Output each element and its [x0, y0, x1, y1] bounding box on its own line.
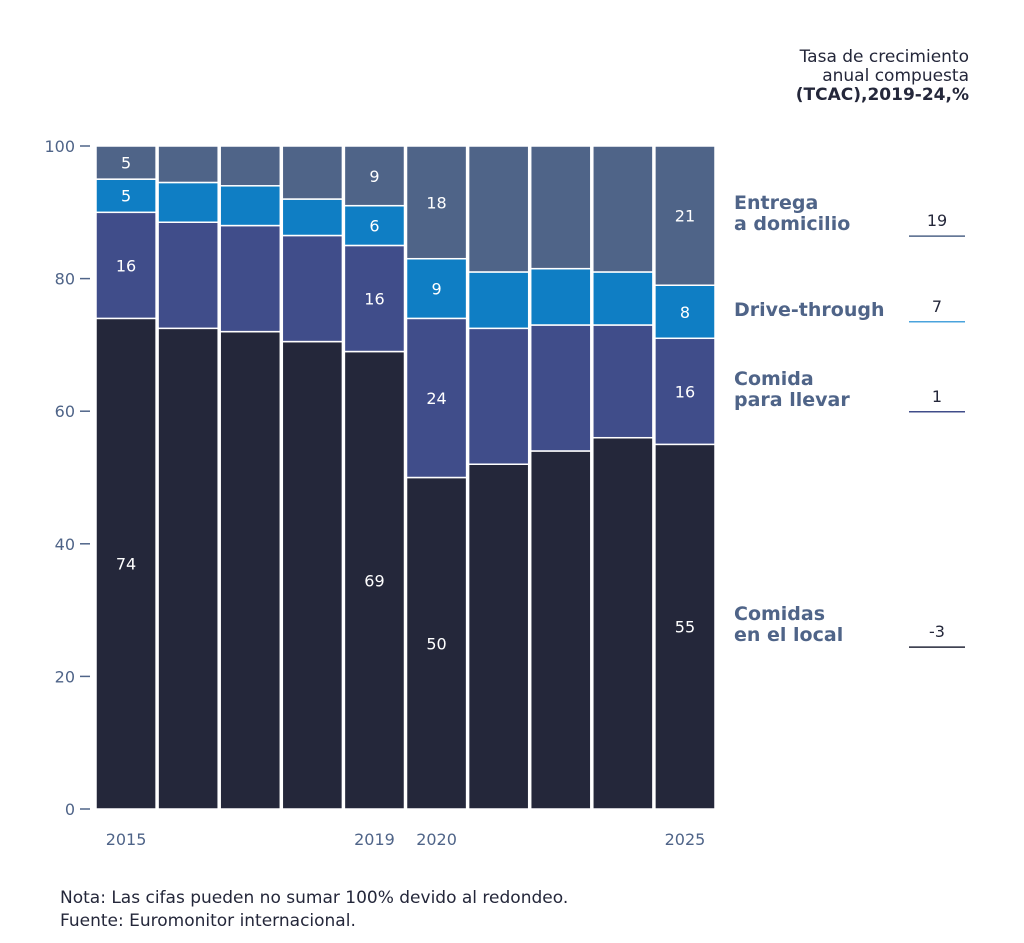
bar-segment [529, 145, 592, 270]
bar-segment [592, 271, 654, 326]
legend-label: en el local [734, 624, 843, 646]
cagr-value: -3 [929, 622, 945, 641]
data-label: 8 [680, 303, 690, 322]
data-label: 24 [426, 389, 446, 408]
y-tick-label: 60 [55, 402, 75, 421]
bar-segment [95, 317, 157, 810]
bar-segment [281, 198, 344, 237]
data-label: 55 [675, 618, 695, 637]
source-text: Fuente: Euromonitor internacional. [60, 911, 356, 931]
legend-header-line1: Tasa de crecimiento [799, 47, 969, 67]
y-tick-label: 100 [44, 137, 75, 156]
bar-segment [405, 257, 468, 320]
bar-segment [157, 327, 219, 810]
bar-segment [343, 145, 406, 207]
legend-label: a domicilio [734, 213, 850, 235]
data-label: 50 [426, 634, 446, 653]
bar-segment [405, 317, 468, 479]
bar-segment [343, 350, 406, 810]
data-label: 9 [431, 280, 441, 299]
legend-label: Entrega [734, 192, 818, 214]
bar-segment [157, 221, 219, 330]
bar-segment [219, 185, 282, 227]
legend-header-line3: (TCAC),2019-24,% [795, 85, 969, 105]
data-label: 69 [364, 571, 384, 590]
legend-label: Comidas [734, 603, 825, 625]
legend-label: Drive-through [734, 299, 885, 321]
data-label: 16 [116, 256, 136, 275]
y-tick-label: 80 [55, 270, 75, 289]
bar-segment [95, 211, 157, 320]
x-tick-label: 2020 [416, 830, 457, 849]
bar-segment [405, 145, 468, 260]
legend-header: Tasa de crecimiento anual compuesta (TCA… [796, 48, 969, 105]
y-tick-label: 40 [55, 535, 75, 554]
x-tick-label: 2015 [106, 830, 147, 849]
bar-segment [219, 145, 282, 187]
bar-segment [529, 324, 592, 452]
y-tick-label: 0 [65, 800, 75, 819]
legend-header-line2: anual compuesta [822, 66, 969, 86]
data-label: 18 [426, 193, 446, 212]
bar-segment [157, 181, 219, 223]
legend-label: Comida [734, 368, 814, 390]
bar-segment [219, 224, 282, 333]
bar-segment [467, 463, 530, 810]
bar-segment [281, 145, 344, 200]
cagr-value: 19 [927, 211, 947, 230]
bar-segment [592, 436, 654, 810]
data-label: 21 [675, 207, 695, 226]
data-label: 5 [121, 154, 131, 173]
cagr-value: 1 [932, 387, 942, 406]
x-tick-label: 2025 [665, 830, 706, 849]
data-label: 9 [369, 167, 379, 186]
data-label: 6 [369, 217, 379, 236]
data-label: 74 [116, 555, 136, 574]
data-label: 5 [121, 187, 131, 206]
bar-segment [281, 234, 344, 343]
bar-segment [95, 178, 157, 214]
bar-segment [467, 327, 530, 465]
bar-segment [219, 330, 282, 810]
bar-segment [405, 476, 468, 810]
bar-segment [281, 340, 344, 810]
bar-segment [467, 271, 530, 330]
bar-segment [95, 145, 157, 180]
bar-segment [654, 145, 716, 286]
bar-segment [157, 145, 219, 184]
bar-segment [654, 443, 716, 810]
y-tick-label: 20 [55, 667, 75, 686]
bar-segment [592, 145, 654, 273]
bar-segment [467, 145, 530, 273]
cagr-value: 7 [932, 297, 942, 316]
data-label: 16 [675, 382, 695, 401]
legend-label: para llevar [734, 389, 850, 411]
bar-segment [529, 267, 592, 326]
bar-segment [592, 324, 654, 439]
data-label: 16 [364, 289, 384, 308]
x-tick-label: 2019 [354, 830, 395, 849]
note-text: Nota: Las cifas pueden no sumar 100% dev… [60, 888, 569, 908]
bar-segment [654, 284, 716, 340]
bar-segment [529, 450, 592, 810]
